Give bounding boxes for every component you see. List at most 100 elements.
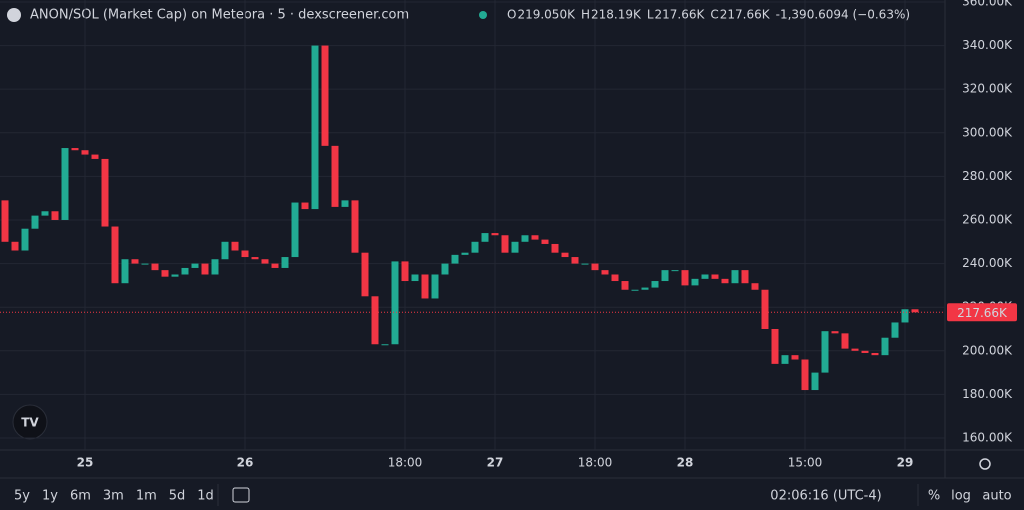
candle-body	[631, 289, 639, 291]
clock: 02:06:16 (UTC-4)	[770, 489, 881, 504]
candle-body	[211, 259, 219, 275]
x-tick-label: 25	[77, 456, 94, 470]
settings-icon[interactable]	[979, 458, 991, 470]
tv-logo[interactable]	[12, 404, 48, 440]
x-tick-label: 18:00	[578, 456, 613, 470]
last-price-label: 217.66K	[957, 306, 1008, 320]
candle-body	[491, 233, 499, 236]
candle-body	[151, 263, 159, 271]
candle-body	[851, 348, 859, 351]
range-button[interactable]: 6m	[70, 489, 91, 504]
last-price-box	[947, 303, 1017, 322]
candle-body	[261, 259, 269, 264]
candle-body	[141, 263, 149, 265]
y-tick-label: 200.00K	[962, 343, 1013, 357]
candle-body	[21, 228, 29, 251]
candle-body	[171, 274, 179, 277]
candle-body	[541, 239, 549, 244]
candle-body	[691, 278, 699, 286]
candle-body	[451, 254, 459, 264]
candle-body	[271, 263, 279, 268]
candle-body	[241, 250, 249, 258]
candle-body	[861, 350, 869, 353]
tv-logo-mark: TV	[21, 416, 39, 430]
x-tick-label: 28	[677, 456, 694, 470]
candle-body	[731, 270, 739, 284]
range-button[interactable]: 1d	[197, 489, 214, 504]
candle-body	[501, 235, 509, 253]
candle-body	[671, 270, 679, 272]
candle-body	[711, 274, 719, 279]
ohlc-value: 217.66K	[655, 8, 706, 22]
candle-body	[801, 359, 809, 391]
candle-body	[841, 333, 849, 349]
candle-body	[471, 241, 479, 253]
candle-body	[661, 270, 669, 282]
change: -1,390.6094 (−0.63%)	[776, 8, 910, 22]
candle-body	[461, 252, 469, 255]
candle-body	[651, 281, 659, 288]
y-tick-label: 180.00K	[962, 387, 1013, 401]
candle-body	[821, 331, 829, 373]
candle-body	[591, 263, 599, 271]
x-tick-label: 29	[897, 456, 914, 470]
x-tick-label: 18:00	[388, 456, 423, 470]
range-button[interactable]: 3m	[103, 489, 124, 504]
candle-body	[721, 278, 729, 284]
candle-body	[561, 252, 569, 258]
candle-body	[191, 263, 199, 268]
candle-body	[681, 270, 689, 286]
candle-body	[911, 309, 919, 313]
candle-body	[791, 355, 799, 360]
scale-option[interactable]: %	[928, 489, 940, 504]
candle-body	[391, 261, 399, 345]
candle-body	[531, 235, 539, 240]
scale-option[interactable]: log	[951, 489, 971, 504]
candle-body	[761, 289, 769, 329]
range-button[interactable]: 5y	[14, 489, 30, 504]
range-button[interactable]: 5d	[169, 489, 186, 504]
candle-body	[771, 328, 779, 364]
range-button[interactable]: 1y	[42, 489, 58, 504]
ohlc-value: 218.19K	[591, 8, 642, 22]
x-tick-label: 26	[237, 456, 254, 470]
scale-option[interactable]: auto	[982, 489, 1011, 504]
candle-body	[371, 296, 379, 345]
x-tick-label: 27	[487, 456, 504, 470]
y-tick-label: 340.00K	[962, 38, 1013, 52]
y-tick-label: 280.00K	[962, 169, 1013, 183]
candle-body	[131, 259, 139, 264]
candle-body	[341, 200, 349, 207]
candle-body	[331, 145, 339, 207]
y-tick-label: 300.00K	[962, 125, 1013, 139]
chart-title: ANON/SOL (Market Cap) on Meteora · 5 · d…	[30, 8, 409, 23]
candle-body	[221, 241, 229, 260]
candle-body	[351, 200, 359, 253]
candle-body	[701, 274, 709, 279]
date-range-icon[interactable]	[232, 487, 250, 503]
token-icon	[7, 8, 21, 22]
candle-body	[361, 252, 369, 297]
candle-body	[301, 202, 309, 210]
candle-body	[511, 241, 519, 253]
candle-body	[781, 355, 789, 364]
candle-body	[901, 309, 909, 323]
status-dot	[479, 11, 487, 19]
candle-body	[571, 257, 579, 264]
candle-body	[311, 45, 319, 210]
range-button[interactable]: 1m	[136, 489, 157, 504]
candle-body	[641, 287, 649, 290]
y-tick-label: 360.00K	[962, 0, 1013, 8]
candle-body	[91, 154, 99, 159]
candle-body	[741, 270, 749, 284]
candle-body	[291, 202, 299, 258]
ohlc-value: 219.050K	[517, 8, 576, 22]
candle-body	[601, 270, 609, 275]
candle-body	[481, 233, 489, 242]
y-tick-label: 320.00K	[962, 82, 1013, 96]
candle-body	[111, 226, 119, 284]
y-tick-label: 160.00K	[962, 431, 1013, 445]
candle-body	[811, 372, 819, 391]
